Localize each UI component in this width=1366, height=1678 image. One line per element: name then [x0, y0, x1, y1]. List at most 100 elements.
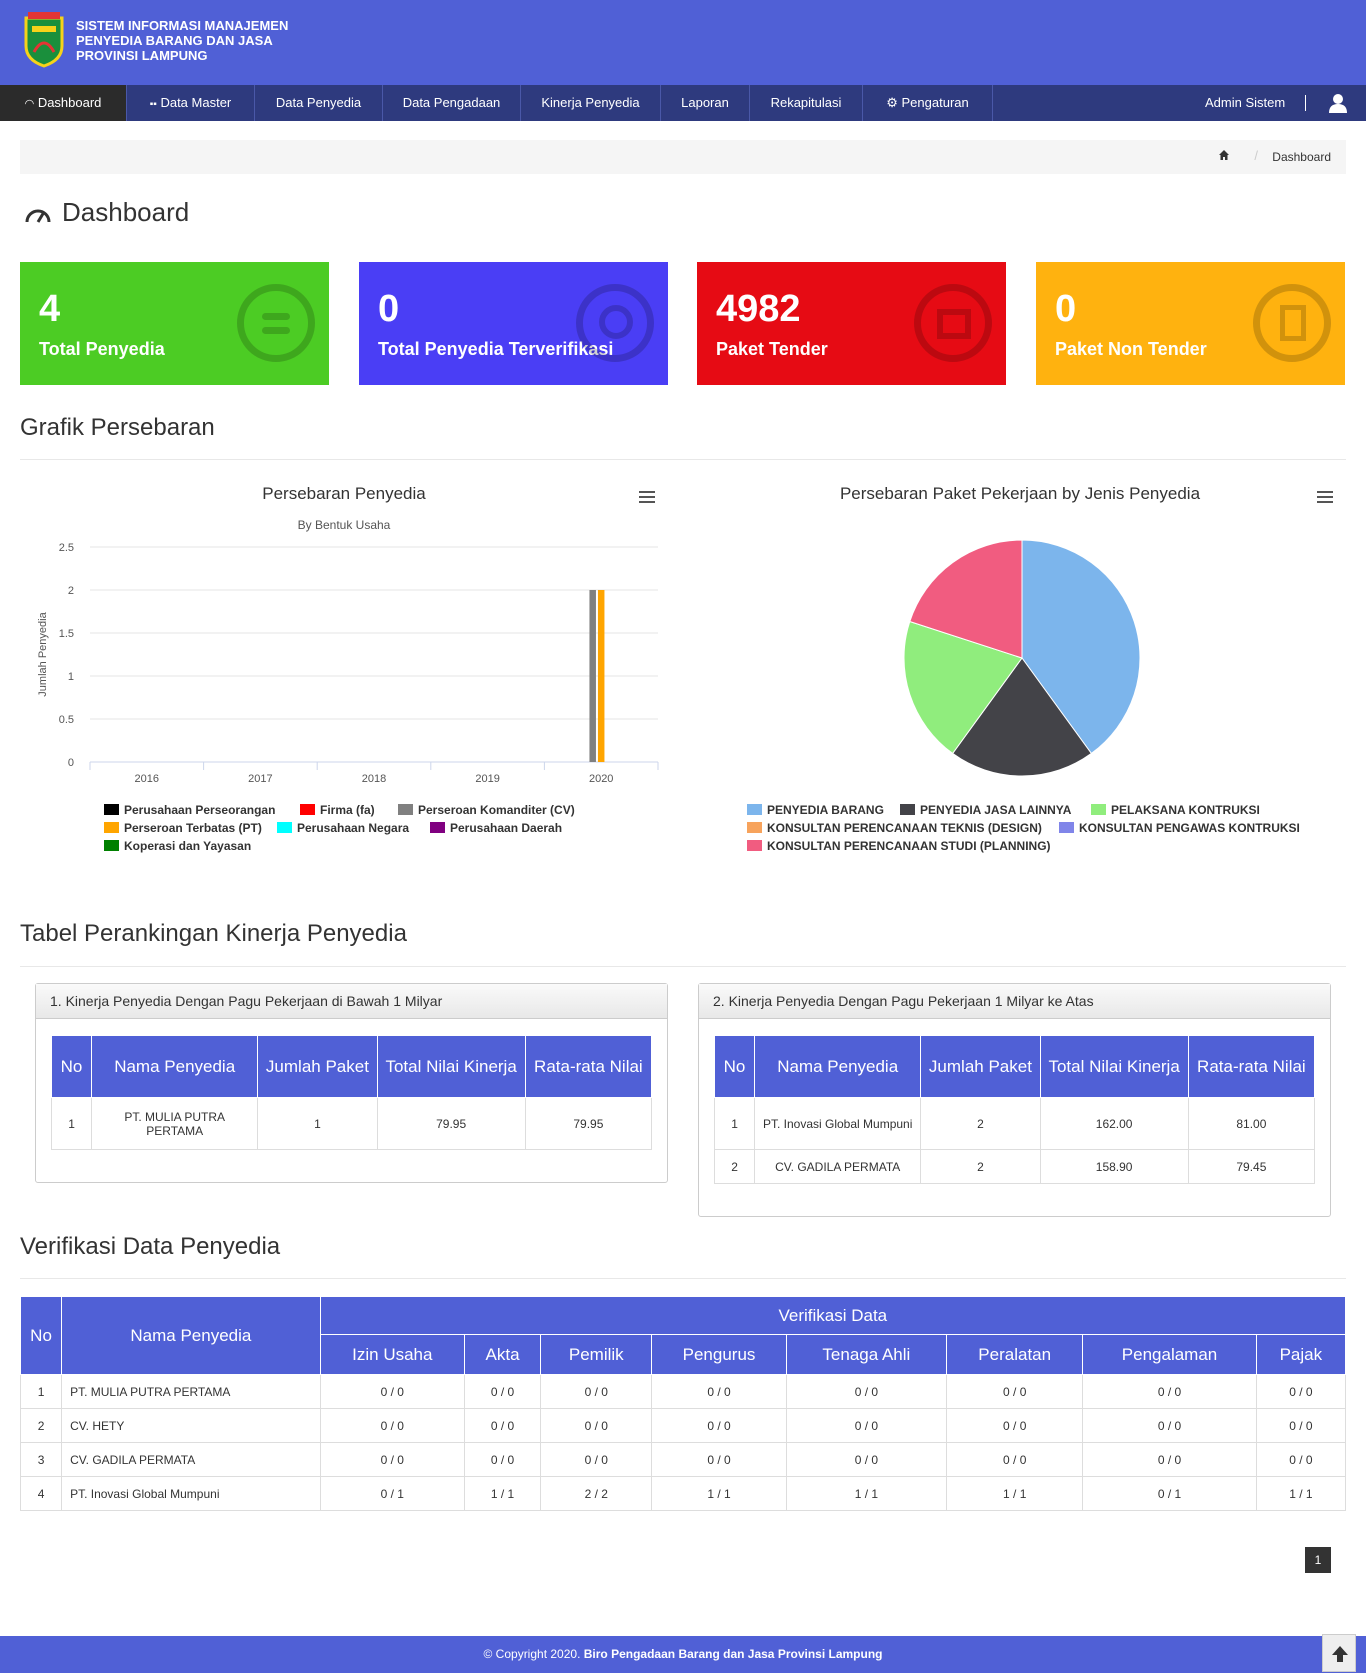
- table-header-row: No Nama Penyedia Jumlah Paket Total Nilai K…: [50, 1035, 653, 1098]
- table-header-row: No Nama Penyedia Jumlah Paket Total Nilai K…: [713, 1035, 1316, 1098]
- stat-card-terverifikasi[interactable]: 0 Total Penyedia Terverifikasi: [359, 262, 668, 385]
- document-icon: [1253, 284, 1331, 362]
- bar-chart-title: Persebaran Penyedia: [262, 484, 426, 503]
- column-header[interactable]: Nama Penyedia: [91, 1035, 259, 1098]
- column-header[interactable]: Pengalaman: [1082, 1334, 1257, 1375]
- legend-item[interactable]: Perusahaan Daerah: [430, 821, 562, 835]
- nav-kinerja-penyedia[interactable]: Kinerja Penyedia: [521, 85, 661, 121]
- pie-slice[interactable]: [903, 620, 1023, 755]
- legend-swatch: [1059, 822, 1074, 833]
- column-header[interactable]: Pajak: [1255, 1334, 1347, 1375]
- column-header[interactable]: Izin Usaha: [319, 1334, 465, 1375]
- legend-item[interactable]: Firma (fa): [300, 803, 375, 817]
- chart-menu-icon[interactable]: [1317, 491, 1333, 505]
- column-header[interactable]: Nama Penyedia: [61, 1296, 321, 1375]
- column-header[interactable]: Peralatan: [946, 1334, 1084, 1375]
- table-cell: 0 / 0: [651, 1408, 787, 1443]
- column-header[interactable]: No: [713, 1035, 756, 1098]
- footer-org[interactable]: Biro Pengadaan Barang dan Jasa Provinsi …: [583, 1647, 883, 1661]
- y-tick-label: 2.5: [59, 542, 74, 554]
- nav-label: Dashboard: [37, 95, 102, 110]
- column-header[interactable]: Tenaga Ahli: [785, 1334, 948, 1375]
- legend-label: PENYEDIA JASA LAINNYA: [920, 803, 1072, 817]
- table-cell: CV. GADILA PERMATA: [61, 1442, 321, 1477]
- table-cell: 1 / 1: [1255, 1476, 1347, 1511]
- nav-pengaturan[interactable]: ⚙ Pengaturan: [863, 85, 993, 121]
- legend-label: KONSULTAN PENGAWAS KONTRUKSI: [1079, 821, 1300, 835]
- stat-card-paket-tender[interactable]: 4982 Paket Tender: [697, 262, 1006, 385]
- nav-data-pengadaan[interactable]: Data Pengadaan: [383, 85, 521, 121]
- nav-dashboard[interactable]: ◠ Dashboard: [0, 85, 127, 121]
- stat-label: Total Penyedia Terverifikasi: [378, 339, 614, 359]
- table-cell: 158.90: [1039, 1149, 1189, 1184]
- bar-chart-subtitle: By Bentuk Usaha: [297, 518, 391, 532]
- column-header[interactable]: Total Nilai Kinerja: [376, 1035, 526, 1098]
- table-cell: 0 / 0: [1255, 1408, 1347, 1443]
- section-title-tabel: Tabel Perankingan Kinerja Penyedia: [20, 920, 407, 947]
- home-icon[interactable]: [1218, 149, 1230, 161]
- x-tick-label: 2018: [362, 773, 386, 785]
- table-cell: 0 / 0: [463, 1442, 542, 1477]
- column-header[interactable]: Total Nilai Kinerja: [1039, 1035, 1189, 1098]
- stat-card-total-penyedia[interactable]: 4 Total Penyedia: [20, 262, 329, 385]
- legend-item[interactable]: Koperasi dan Yayasan: [104, 839, 251, 853]
- legend-item[interactable]: PELAKSANA KONTRUKSI: [1091, 803, 1260, 817]
- legend-item[interactable]: Perseroan Komanditer (CV): [398, 803, 575, 817]
- legend-item[interactable]: Perseroan Terbatas (PT): [104, 821, 262, 835]
- chart-menu-icon[interactable]: [639, 491, 655, 505]
- pie-slice[interactable]: [909, 539, 1023, 659]
- table-row: 1 PT. MULIA PUTRA PERTAMA 1 79.95 79.95: [50, 1097, 653, 1150]
- legend-item[interactable]: KONSULTAN PERENCANAAN STUDI (PLANNING): [747, 839, 1051, 853]
- section-divider: [20, 966, 1346, 967]
- user-icon[interactable]: [1328, 93, 1348, 113]
- legend-item[interactable]: PENYEDIA BARANG: [747, 803, 884, 817]
- legend-swatch: [1091, 804, 1106, 815]
- table-cell: 2: [920, 1097, 1041, 1150]
- bar[interactable]: [589, 590, 596, 762]
- nav-rekapitulasi[interactable]: Rekapitulasi: [750, 85, 863, 121]
- column-header[interactable]: Pengurus: [651, 1334, 787, 1375]
- column-header[interactable]: Pemilik: [540, 1334, 653, 1375]
- y-axis-label: Jumlah Penyedia: [37, 611, 49, 696]
- column-header[interactable]: Jumlah Paket: [257, 1035, 378, 1098]
- legend-swatch: [747, 804, 762, 815]
- breadcrumb: / Dashboard: [20, 140, 1346, 174]
- column-header[interactable]: Rata-rata Nilai: [524, 1035, 653, 1098]
- table-row: 1 PT. Inovasi Global Mumpuni 2 162.00 81.00: [713, 1097, 1316, 1150]
- nav-laporan[interactable]: Laporan: [661, 85, 750, 121]
- legend-swatch: [747, 840, 762, 851]
- nav-label: Rekapitulasi: [770, 95, 842, 110]
- stat-label: Total Penyedia: [39, 339, 165, 359]
- legend-label: PENYEDIA BARANG: [767, 803, 884, 817]
- bar[interactable]: [597, 590, 605, 762]
- nav-divider: [1305, 95, 1306, 111]
- nav-data-master[interactable]: ▪▪ Data Master: [127, 85, 255, 121]
- column-header[interactable]: Rata-rata Nilai: [1187, 1035, 1316, 1098]
- column-header[interactable]: Jumlah Paket: [920, 1035, 1041, 1098]
- legend-item[interactable]: PENYEDIA JASA LAINNYA: [900, 803, 1071, 817]
- table-cell: 0 / 0: [946, 1408, 1084, 1443]
- column-group-header: Verifikasi Data: [319, 1296, 1347, 1335]
- pie-slice[interactable]: [951, 657, 1093, 777]
- nav-data-penyedia[interactable]: Data Penyedia: [255, 85, 383, 121]
- legend-item[interactable]: KONSULTAN PENGAWAS KONTRUKSI: [1059, 821, 1300, 835]
- page-title: Dashboard: [62, 197, 190, 227]
- pagination-page-1[interactable]: 1: [1305, 1547, 1331, 1573]
- breadcrumb-current: Dashboard: [1272, 150, 1331, 164]
- section-title-grafik: Grafik Persebaran: [20, 414, 215, 441]
- legend-item[interactable]: Perusahaan Perseorangan: [104, 803, 275, 817]
- user-menu[interactable]: Admin Sistem: [1205, 95, 1286, 110]
- legend-item[interactable]: Perusahaan Negara: [277, 821, 409, 835]
- breadcrumb-separator: /: [1254, 148, 1258, 163]
- brand-line-2: PENYEDIA BARANG DAN JASA: [76, 33, 273, 48]
- column-header[interactable]: Akta: [463, 1334, 542, 1375]
- legend-item[interactable]: KONSULTAN PERENCANAAN TEKNIS (DESIGN): [747, 821, 1042, 835]
- column-header[interactable]: No: [19, 1296, 63, 1375]
- pie-slice[interactable]: [1021, 539, 1141, 755]
- scroll-top-button[interactable]: [1322, 1634, 1356, 1672]
- column-header[interactable]: No: [50, 1035, 93, 1098]
- stat-card-paket-non-tender[interactable]: 0 Paket Non Tender: [1036, 262, 1345, 385]
- column-header[interactable]: Nama Penyedia: [754, 1035, 922, 1098]
- table-cell: 0 / 0: [540, 1442, 653, 1477]
